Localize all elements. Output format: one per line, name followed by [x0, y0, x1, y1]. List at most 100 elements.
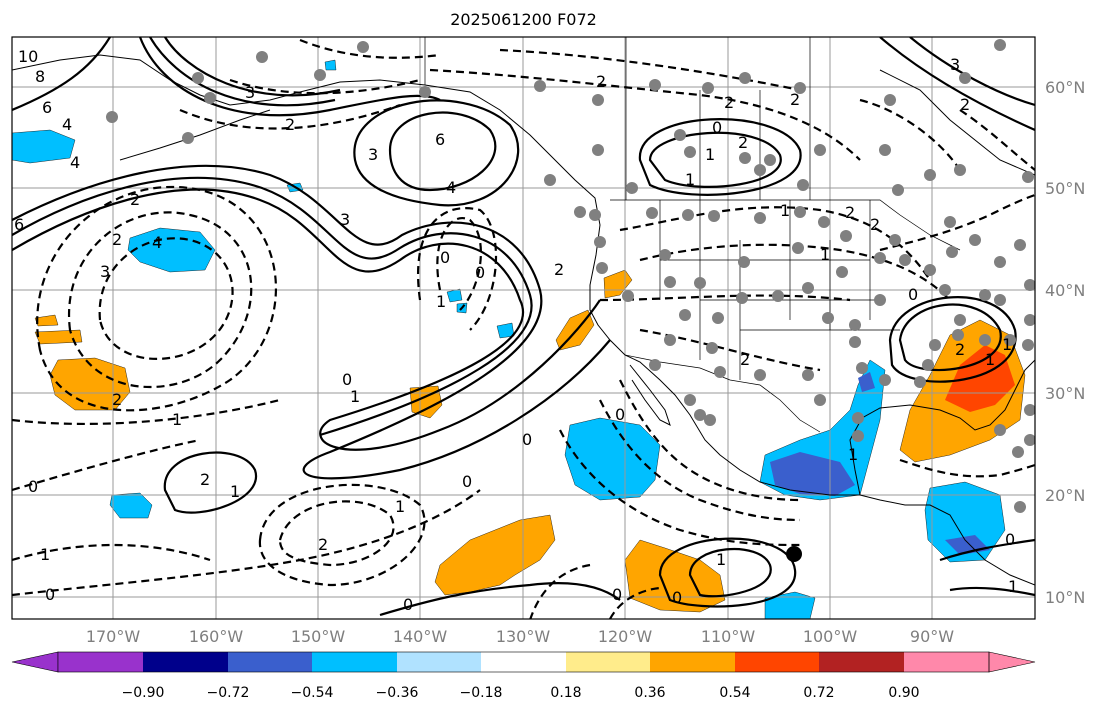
station-marker — [874, 252, 886, 264]
contour-label: 0 — [342, 370, 352, 389]
contour-solid-south-zero — [379, 582, 621, 617]
station-marker — [994, 294, 1006, 306]
colorbar-tick-label: −0.18 — [460, 685, 503, 701]
station-marker — [994, 256, 1006, 268]
station-marker — [792, 242, 804, 254]
colorbar-box — [397, 652, 481, 672]
station-marker — [797, 179, 809, 191]
station-marker — [794, 206, 806, 218]
station-marker — [818, 216, 830, 228]
station-marker — [694, 409, 706, 421]
border-canada-provinces — [625, 37, 811, 200]
station-marker — [754, 212, 766, 224]
shade-blue-south-mexico — [764, 591, 816, 619]
contour-label: 3 — [100, 262, 110, 281]
station-marker — [794, 82, 806, 94]
contour-dashed-alaska-1 — [179, 103, 401, 130]
station-marker — [664, 334, 676, 346]
shade-blue-alaska-west — [12, 129, 76, 164]
station-marker — [914, 376, 926, 388]
contour-label: 2 — [724, 93, 734, 112]
contour-label: 2 — [870, 215, 880, 234]
station-marker — [856, 362, 868, 374]
contour-label: 0 — [462, 472, 472, 491]
station-marker — [706, 342, 718, 354]
station-marker — [836, 266, 848, 278]
contour-solid-1 — [12, 188, 601, 451]
colorbar-extend-high — [988, 651, 1036, 673]
colorbar-tick-labels: −0.90 −0.72 −0.54 −0.36 −0.18 0.18 0.36 … — [122, 685, 920, 701]
station-marker — [954, 314, 966, 326]
contour-label: 0 — [522, 430, 532, 449]
station-marker — [1022, 171, 1034, 183]
colorbar-box — [904, 652, 989, 672]
station-marker — [702, 82, 714, 94]
station-marker — [739, 152, 751, 164]
colorbar-box — [143, 652, 228, 672]
contour-label: 1 — [230, 482, 240, 501]
colorbar-box — [650, 652, 735, 672]
shade-darkblue-texas — [858, 372, 875, 392]
station-marker — [852, 412, 864, 424]
station-marker — [419, 86, 431, 98]
station-marker — [684, 394, 696, 406]
colorbar-extend-low — [11, 651, 59, 673]
contour-dashed-pacific-high-1 — [67, 211, 253, 388]
contour-label: 1 — [985, 350, 995, 369]
contour-label: 2 — [740, 350, 750, 369]
contour-label: 2 — [960, 95, 970, 114]
border-us-mexico — [624, 354, 821, 433]
colorbar-tick-label: 0.72 — [803, 685, 834, 701]
contour-label: 2 — [738, 133, 748, 152]
contour-dashed-5 — [436, 217, 482, 311]
contour-dashed-canada-2 — [499, 48, 801, 92]
coastline-gulf — [849, 359, 1035, 496]
station-marker — [1012, 446, 1024, 458]
station-marker — [994, 424, 1006, 436]
contour-label: 6 — [14, 215, 24, 234]
lon-tick-label: 110°W — [701, 627, 756, 646]
station-marker — [646, 207, 658, 219]
contour-solid-canada-high2 — [638, 118, 802, 196]
contour-solid-caribbean2 — [949, 586, 1035, 597]
colorbar-box — [312, 652, 397, 672]
contour-dashed-pacific-high-2 — [98, 237, 234, 360]
contour-label: 1 — [436, 292, 446, 311]
station-marker — [1024, 279, 1035, 291]
station-marker — [574, 206, 586, 218]
lon-tick-label: 170°W — [86, 627, 141, 646]
colorbar-tick-label: −0.54 — [291, 685, 334, 701]
contour-dashed-1 — [12, 398, 281, 425]
colorbar — [11, 651, 1036, 673]
station-marker — [594, 236, 606, 248]
contour-label: 2 — [200, 470, 210, 489]
station-marker — [712, 312, 724, 324]
contour-solid-pacific-low — [163, 451, 258, 514]
contour-dashed-us-4 — [639, 328, 821, 372]
contour-dashed-south-2 — [609, 586, 661, 619]
lat-lon-grid — [12, 37, 1035, 619]
station-marker — [192, 72, 204, 84]
contour-label: 4 — [152, 233, 162, 252]
colorbar-tick-label: −0.90 — [122, 685, 165, 701]
lon-tick-label: 120°W — [598, 627, 653, 646]
contour-label: 2 — [112, 230, 122, 249]
shade-blue-small-5 — [324, 59, 337, 71]
lat-tick-label: 40°N — [1045, 281, 1085, 300]
station-marker — [736, 292, 748, 304]
station-marker — [357, 41, 369, 53]
station-marker — [939, 284, 951, 296]
station-marker — [704, 414, 716, 426]
station-marker — [884, 94, 896, 106]
contour-label: 3 — [245, 83, 255, 102]
contour-dashed-4 — [12, 489, 481, 597]
contour-solid-northeast-2 — [909, 37, 1035, 107]
contour-label: 1 — [716, 550, 726, 569]
station-marker — [659, 249, 671, 261]
station-marker — [954, 164, 966, 176]
colorbar-box — [228, 652, 312, 672]
contour-dashed-us-3 — [599, 294, 851, 302]
lon-tick-label: 160°W — [189, 627, 244, 646]
contour-label: 1 — [685, 170, 695, 189]
